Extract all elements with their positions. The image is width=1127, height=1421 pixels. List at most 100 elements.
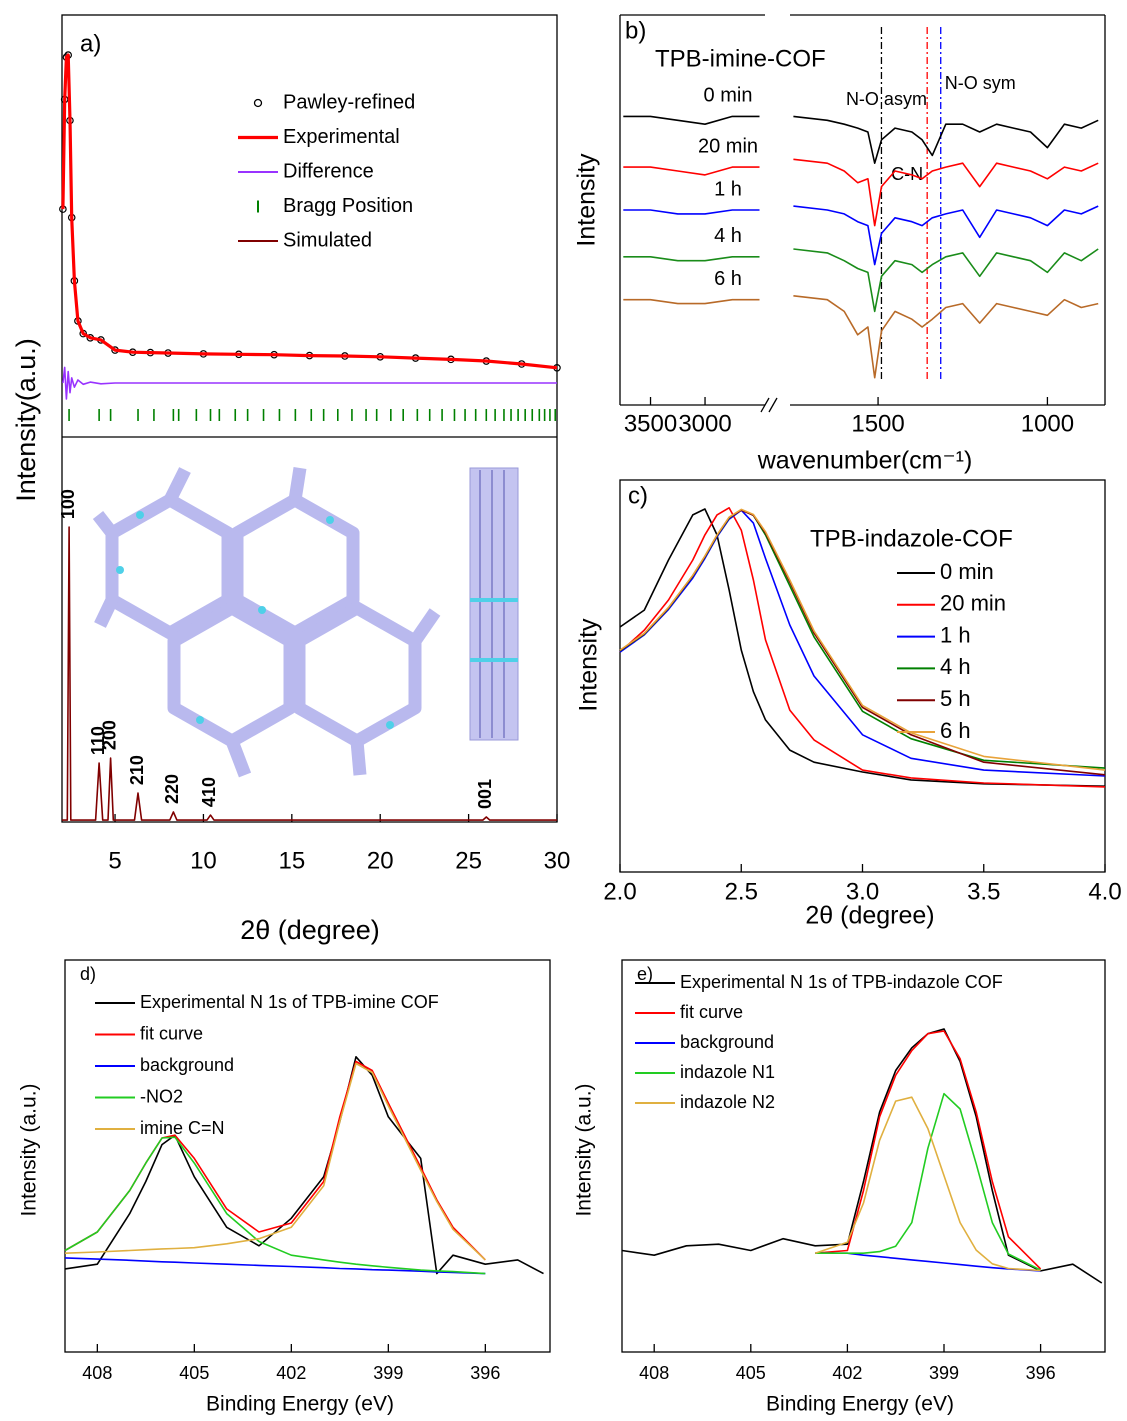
x-tick-label: 1000 [1021,410,1074,437]
peak-label: 410 [199,777,219,807]
legend-label: Experimental N 1s of TPB-indazole COF [680,972,1003,992]
legend-label: 5 h [940,686,971,711]
series-label: 6 h [714,268,742,290]
curve [65,1137,485,1273]
x-tick-label: 405 [736,1363,766,1383]
x-tick-label: 399 [929,1363,959,1383]
legend-label: 4 h [940,654,971,679]
legend-label: Experimental N 1s of TPB-imine COF [140,992,439,1012]
legend-label: Simulated [283,229,372,251]
framework-illustration [98,468,518,775]
curve [623,300,759,304]
curve [65,1062,485,1260]
series-label: 4 h [714,225,742,247]
peak-label: 210 [127,755,147,785]
axis-frame [769,398,777,412]
x-tick-label: 15 [278,847,305,874]
x-tick-label: 405 [179,1363,209,1383]
curve [623,257,759,261]
legend-label: Pawley-refined [283,91,415,113]
peak-label: 220 [162,774,182,804]
legend-label: 0 min [940,559,994,584]
curve [793,159,1098,225]
x-tick-label: 408 [639,1363,669,1383]
panel-label: e) [637,964,653,984]
x-tick-label: 10 [190,847,217,874]
x-tick-label: 3.5 [967,878,1000,905]
y-axis-label: Intensity (a.u.) [18,1083,41,1216]
x-tick-label: 30 [544,847,571,874]
curve [793,296,1098,378]
x-tick-label: 5 [108,847,121,874]
figure: 51015202530a)2θ (degree)Intensity(a.u.)P… [0,0,1127,1421]
curve [65,1258,485,1274]
curve [65,1057,544,1274]
legend-label: background [140,1055,234,1075]
legend-label: Experimental [283,126,400,148]
peak-label: 200 [99,720,119,750]
atom [326,516,334,524]
legend-label: fit curve [680,1002,743,1022]
x-tick-label: 3500 [624,410,677,437]
y-axis-label: Intensity [573,153,601,247]
atom [116,566,124,574]
hexagon [174,608,290,741]
panel-label: b) [625,17,646,44]
y-axis-label: Intensity [575,618,603,712]
x-axis-label: Binding Energy (eV) [766,1393,954,1416]
curve [623,167,759,175]
atom [258,606,266,614]
x-tick-label: 2.5 [725,878,758,905]
atom [386,721,394,729]
legend-label: indazole N1 [680,1062,775,1082]
x-tick-label: 402 [832,1363,862,1383]
x-tick-label: 396 [470,1363,500,1383]
axis-frame [65,960,550,1352]
curve [793,116,1098,163]
legend-label: 1 h [940,622,971,647]
x-tick-label: 399 [373,1363,403,1383]
x-tick-label: 2.0 [603,878,636,905]
curve [793,206,1098,265]
panel-label: d) [80,964,96,984]
legend-label: fit curve [140,1023,203,1043]
peak-label: 100 [58,489,78,519]
legend-label: indazole N2 [680,1092,775,1112]
linker [357,741,360,775]
legend-label: background [680,1032,774,1052]
panel-label: a) [80,30,101,57]
series-label: 20 min [698,135,758,157]
x-axis-label: 2θ (degree) [240,915,380,945]
y-axis-label: Intensity (a.u.) [573,1083,596,1216]
legend-label: Bragg Position [283,195,413,217]
linker [100,600,112,625]
x-tick-label: 402 [276,1363,306,1383]
legend-label: 20 min [940,591,1006,616]
curve [623,116,759,124]
legend-label: imine C=N [140,1118,225,1138]
x-axis-label: Binding Energy (eV) [206,1393,394,1416]
atom [196,716,204,724]
x-tick-label: 408 [82,1363,112,1383]
linker [98,515,112,533]
legend-label: Difference [283,160,374,182]
reference-label: N-O asym [846,89,927,109]
x-tick-label: 396 [1026,1363,1056,1383]
panel-label: c) [628,482,648,509]
curve [623,210,759,214]
series-label: 0 min [704,85,753,107]
chart-title: TPB-imine-COF [655,45,826,72]
series-label: 1 h [714,178,742,200]
hexagon [299,608,415,741]
atom [136,511,144,519]
curve [63,367,557,399]
linker [170,470,185,500]
x-axis-label: wavenumber(cm⁻¹) [757,447,973,475]
x-axis-label: 2θ (degree) [805,902,934,930]
x-tick-label: 25 [455,847,482,874]
reference-label: N-O sym [945,73,1016,93]
linker [232,741,245,775]
linker [415,612,435,641]
legend-marker [255,100,262,107]
legend-label: 6 h [940,718,971,743]
